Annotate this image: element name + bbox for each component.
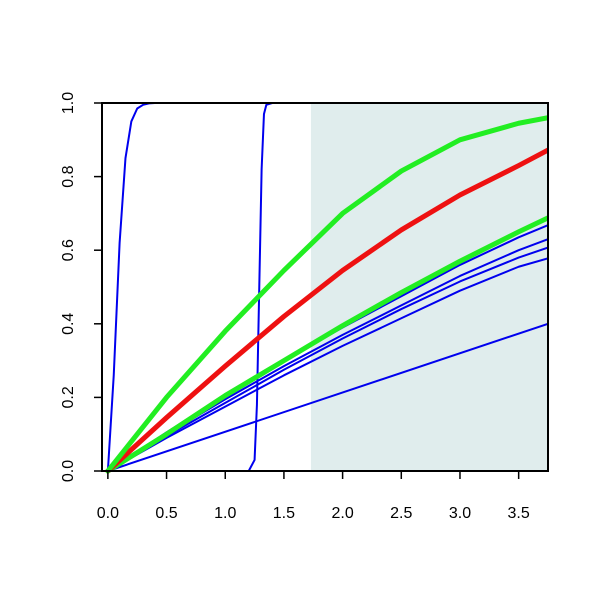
x-tick-label: 3.0 bbox=[449, 505, 471, 522]
shaded-region-layer bbox=[310, 103, 548, 471]
series-line-9 bbox=[105, 147, 548, 474]
y-tick-label: 1.0 bbox=[60, 92, 77, 114]
x-tick-label: 0.5 bbox=[155, 505, 177, 522]
series-layer bbox=[105, 102, 548, 474]
x-tick-label: 3.5 bbox=[508, 505, 530, 522]
y-tick-label: 0.6 bbox=[60, 239, 77, 261]
x-tick-label: 1.5 bbox=[273, 505, 295, 522]
x-tick-label: 2.5 bbox=[390, 505, 412, 522]
y-tick-label: 0.2 bbox=[60, 386, 77, 408]
series-line-3 bbox=[106, 322, 548, 472]
x-tick-label: 0.0 bbox=[97, 505, 119, 522]
y-tick-label: 0.0 bbox=[60, 460, 77, 482]
y-axis: 0.0 0.2 0.4 0.6 0.8 1.0 bbox=[60, 92, 103, 482]
y-tick-label: 0.4 bbox=[60, 313, 77, 335]
series-line-5 bbox=[106, 246, 548, 472]
y-tick-label: 0.8 bbox=[60, 165, 77, 187]
series-line-8 bbox=[105, 215, 548, 474]
series-line-4 bbox=[106, 257, 548, 472]
x-axis: 0.0 0.5 1.0 1.5 2.0 2.5 3.0 3.5 bbox=[97, 470, 530, 522]
shaded-region bbox=[310, 103, 548, 471]
series-line-10 bbox=[105, 115, 548, 474]
x-tick-label: 2.0 bbox=[331, 505, 353, 522]
x-tick-label: 1.0 bbox=[214, 505, 236, 522]
